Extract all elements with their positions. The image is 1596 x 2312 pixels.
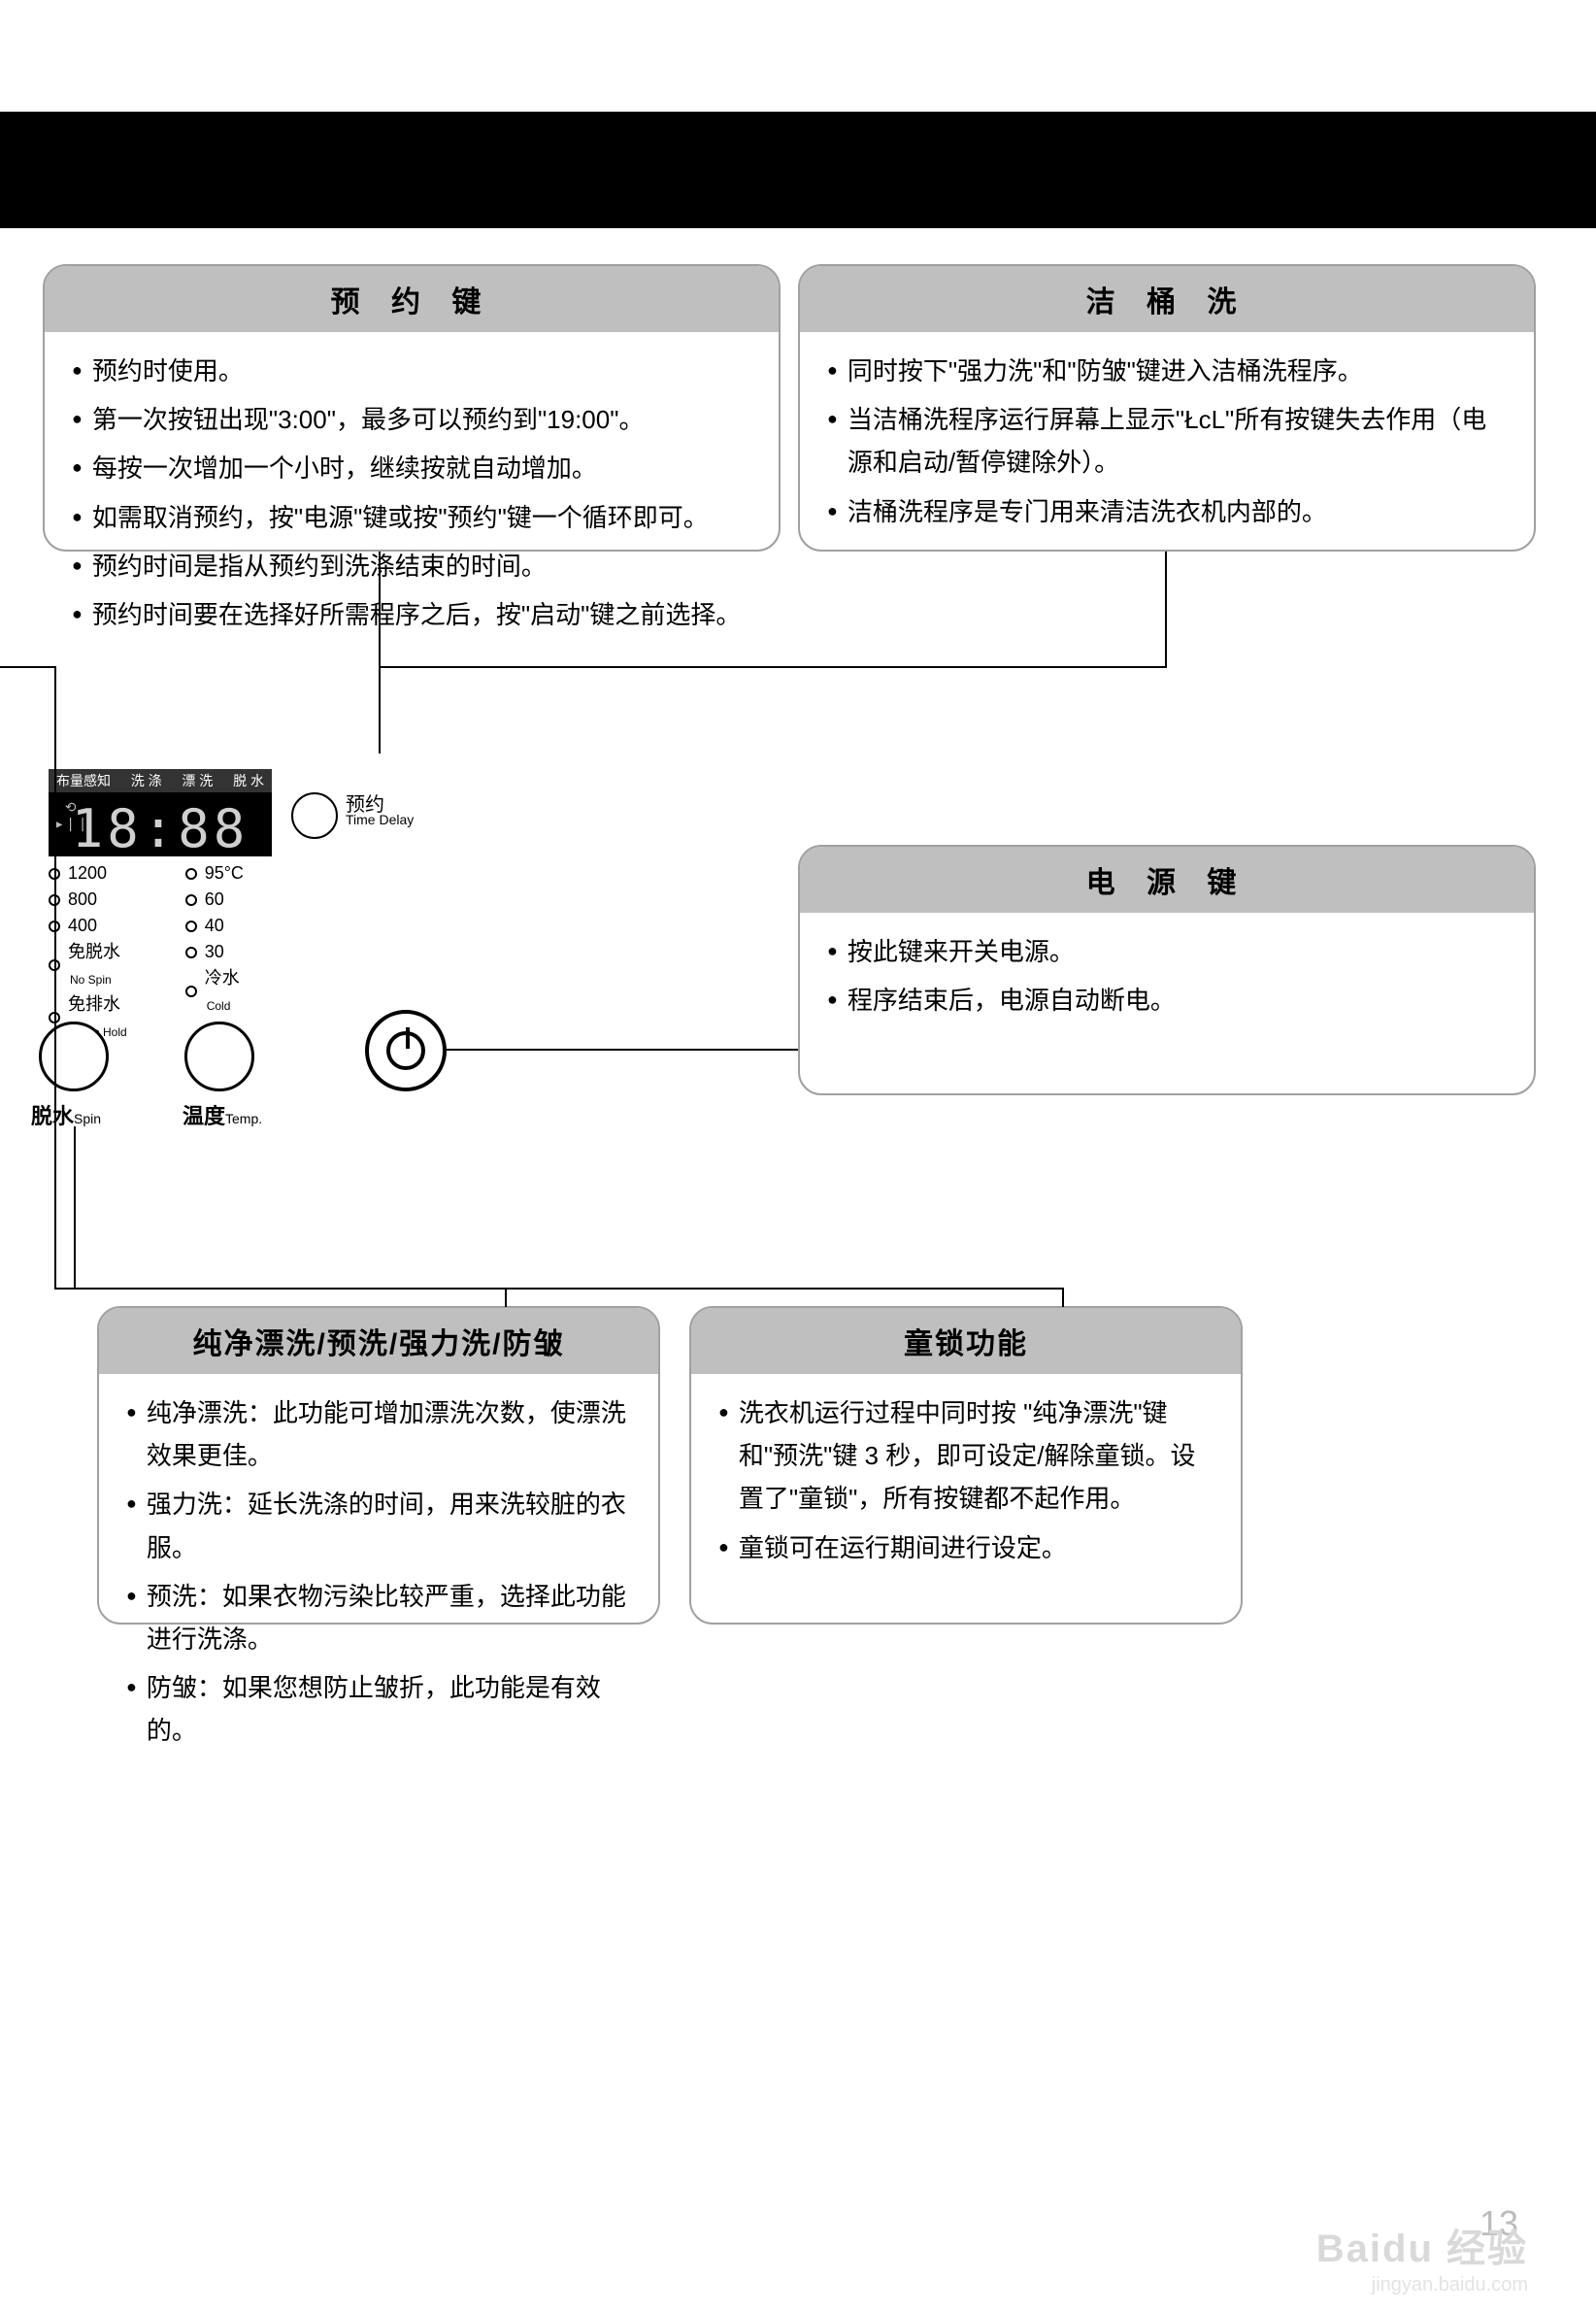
box-child-lock-title: 童锁功能: [691, 1308, 1241, 1374]
dial-label-en: Spin: [74, 1111, 101, 1126]
connector-line: [379, 552, 381, 754]
box-options-title: 纯净漂洗/预洗/强力洗/防皱: [99, 1308, 658, 1374]
list-item: 按此键来开关电源。: [827, 930, 1507, 973]
connector-line: [54, 666, 56, 1288]
list-item: 预约时使用。: [72, 350, 751, 392]
opt: 免脱水: [68, 942, 120, 961]
dial-label-cn: 脱水: [31, 1104, 74, 1128]
box-power-body: 按此键来开关电源。 程序结束后，电源自动断电。: [800, 913, 1534, 1051]
box-tub-clean-body: 同时按下"强力洗"和"防皱"键进入洁桶洗程序。 当洁桶洗程序运行屏幕上显示"Łc…: [800, 332, 1534, 562]
box-delay-title: 预 约 键: [45, 266, 779, 332]
connector-line: [505, 1288, 507, 1307]
list-item: 预约时间要在选择好所需程序之后，按"启动"键之前选择。: [72, 593, 751, 636]
list-item: 强力洗：延长洗涤的时间，用来洗较脏的衣服。: [126, 1483, 631, 1568]
list-item: 同时按下"强力洗"和"防皱"键进入洁桶洗程序。: [827, 350, 1507, 392]
lcd-label: 脱 水: [229, 771, 268, 790]
opt: 400: [68, 913, 97, 939]
opt: 40: [205, 913, 224, 939]
watermark-url: jingyan.baidu.com: [1372, 2274, 1528, 2296]
connector-line: [447, 1049, 798, 1051]
list-item: 纯净漂洗：此功能可增加漂洗次数，使漂洗效果更佳。: [126, 1391, 631, 1477]
opt: 60: [205, 887, 224, 913]
list-item: 预约时间是指从预约到洗涤结束的时间。: [72, 545, 751, 587]
dial-label-cn: 温度: [183, 1104, 225, 1128]
options-grid: 1200 800 400 免脱水No Spin 免排水Rinse Hold 95…: [49, 860, 244, 1044]
list-item: 防皱：如果您想防止皱折，此功能是有效的。: [126, 1666, 631, 1752]
opt-en: No Spin: [70, 973, 112, 987]
list-item: 童锁可在运行期间进行设定。: [718, 1526, 1214, 1569]
header-band: [0, 112, 1596, 228]
box-tub-clean: 洁 桶 洗 同时按下"强力洗"和"防皱"键进入洁桶洗程序。 当洁桶洗程序运行屏幕…: [798, 264, 1536, 552]
opt-en: Cold: [207, 999, 231, 1013]
power-button[interactable]: [365, 1010, 447, 1091]
spin-options: 1200 800 400 免脱水No Spin 免排水Rinse Hold: [49, 860, 127, 1044]
connector-line: [74, 1126, 76, 1290]
box-delay: 预 约 键 预约时使用。 第一次按钮出现"3:00"，最多可以预约到"19:00…: [43, 264, 781, 552]
connector-line: [1165, 552, 1167, 668]
lcd-label: 洗 涤: [127, 771, 166, 790]
temp-options: 95°C 60 40 30 冷水 Cold: [185, 860, 244, 1044]
list-item: 第一次按钮出现"3:00"，最多可以预约到"19:00"。: [72, 398, 751, 441]
box-tub-clean-title: 洁 桶 洗: [800, 266, 1534, 332]
temp-dial-label: 温度Temp.: [183, 1099, 262, 1130]
box-options: 纯净漂洗/预洗/强力洗/防皱 纯净漂洗：此功能可增加漂洗次数，使漂洗效果更佳。 …: [97, 1306, 660, 1625]
opt: 1200: [68, 860, 107, 887]
spin-dial-label: 脱水Spin: [31, 1099, 101, 1130]
opt: 30: [205, 939, 224, 965]
lcd-label: 布量感知: [52, 771, 115, 790]
box-child-lock-body: 洗衣机运行过程中同时按 "纯净漂洗"键和"预洗"键 3 秒，即可设定/解除童锁。…: [691, 1374, 1241, 1598]
box-power-title: 电 源 键: [800, 847, 1534, 913]
list-item: 每按一次增加一个小时，继续按就自动增加。: [72, 447, 751, 489]
list-item: 洗衣机运行过程中同时按 "纯净漂洗"键和"预洗"键 3 秒，即可设定/解除童锁。…: [718, 1391, 1214, 1521]
connector-line: [54, 1288, 1064, 1290]
list-item: 预洗：如果衣物污染比较严重，选择此功能进行洗涤。: [126, 1575, 631, 1660]
lcd-icons: ⟲▶||: [54, 800, 90, 833]
box-options-body: 纯净漂洗：此功能可增加漂洗次数，使漂洗效果更佳。 强力洗：延长洗涤的时间，用来洗…: [99, 1374, 658, 1782]
dial-label-en: Temp.: [225, 1111, 262, 1126]
opt: 95°C: [205, 860, 244, 887]
connector-line: [0, 666, 54, 668]
lcd-display: ⟲▶|| 18:88: [49, 792, 272, 856]
box-delay-body: 预约时使用。 第一次按钮出现"3:00"，最多可以预约到"19:00"。 每按一…: [45, 332, 779, 665]
temp-dial[interactable]: [184, 1022, 254, 1091]
lcd-cluster: 布量感知 洗 涤 漂 洗 脱 水 ⟲▶|| 18:88: [49, 769, 272, 856]
connector-line: [1062, 1288, 1064, 1307]
list-item: 洁桶洗程序是专门用来清洁洗衣机内部的。: [827, 490, 1507, 533]
watermark: Baidu 经验: [1316, 2217, 1528, 2273]
list-item: 如需取消预约，按"电源"键或按"预约"键一个循环即可。: [72, 496, 751, 539]
power-icon: [386, 1031, 425, 1070]
delay-label-en: Time Delay: [346, 812, 414, 827]
opt: 免排水: [68, 994, 120, 1014]
opt: 冷水: [205, 968, 240, 988]
lcd-top-labels: 布量感知 洗 涤 漂 洗 脱 水: [49, 769, 272, 792]
box-child-lock: 童锁功能 洗衣机运行过程中同时按 "纯净漂洗"键和"预洗"键 3 秒，即可设定/…: [689, 1306, 1243, 1625]
delay-button[interactable]: [291, 792, 338, 839]
list-item: 当洁桶洗程序运行屏幕上显示"ŁcL"所有按键失去作用（电源和启动/暂停键除外）。: [827, 398, 1507, 484]
connector-line: [379, 666, 1167, 668]
lcd-value: 18:88: [72, 798, 249, 859]
list-item: 程序结束后，电源自动断电。: [827, 979, 1507, 1022]
spin-dial[interactable]: [39, 1022, 109, 1091]
lcd-label: 漂 洗: [178, 771, 216, 790]
opt: 800: [68, 887, 97, 913]
box-power: 电 源 键 按此键来开关电源。 程序结束后，电源自动断电。: [798, 845, 1536, 1095]
